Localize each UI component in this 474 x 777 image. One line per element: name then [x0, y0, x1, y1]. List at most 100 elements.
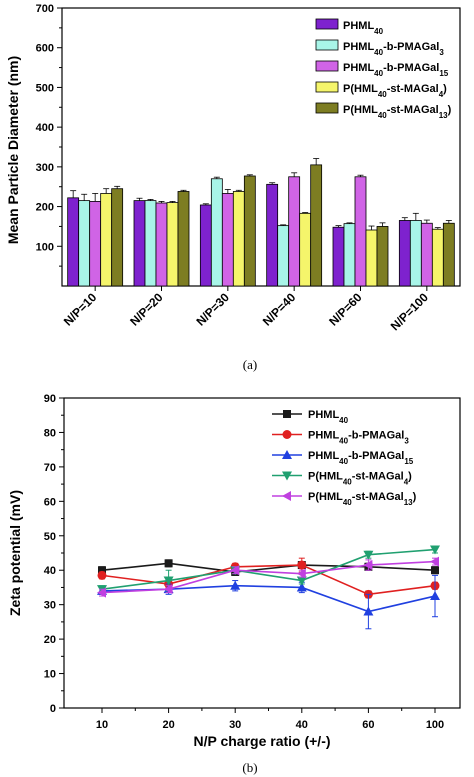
legend-b: PHML40 PHML40-b-PMAGal3 PHML40-b-PMAGal15 P…	[272, 409, 417, 507]
data-point	[430, 545, 440, 555]
data-point	[230, 580, 241, 590]
bar	[277, 225, 290, 287]
bar	[288, 176, 301, 287]
bar	[67, 197, 80, 287]
series-line	[101, 560, 436, 594]
y-tick-label-b: 70	[44, 462, 56, 474]
data-point	[431, 566, 439, 575]
bar	[343, 223, 356, 287]
bar	[199, 204, 212, 287]
x-tick-label-a: N/P=20	[127, 290, 166, 329]
y-axis-label-b: Zeta potential (mV)	[7, 490, 23, 616]
bar	[442, 222, 455, 287]
y-tick-label-a: 500	[36, 82, 54, 94]
x-tick-label-b: 20	[162, 719, 174, 731]
legend-swatch-a	[315, 81, 339, 93]
legend-label-a: PHML40-b-PMAGal3	[343, 41, 444, 57]
legend-label-a: P(HML40-st-MAGal4)	[343, 83, 447, 99]
y-tick-label-b: 10	[44, 669, 56, 681]
y-tick-label-a: 400	[36, 122, 54, 134]
data-point	[296, 582, 307, 592]
bar	[354, 176, 367, 287]
x-tick-label-b: 100	[426, 719, 444, 731]
x-tick-label-b: 60	[362, 719, 374, 731]
bar	[431, 228, 444, 287]
y-tick-label-b: 90	[44, 393, 56, 405]
x-tick-label-b: 40	[296, 719, 308, 731]
y-tick-label-b: 20	[44, 634, 56, 646]
x-tick-label-b: 30	[229, 719, 241, 731]
bar	[177, 191, 190, 287]
y-tick-label-a: 700	[36, 3, 54, 15]
x-tick-label-a: N/P=30	[194, 290, 233, 329]
bar	[299, 212, 312, 287]
data-point	[363, 550, 374, 560]
legend-swatch-a	[315, 18, 339, 30]
data-point	[297, 560, 307, 570]
bar	[144, 200, 157, 287]
legend-label-a: P(HML40-st-MAGal13)	[343, 104, 452, 120]
legend-marker-b	[282, 430, 292, 439]
bar	[133, 200, 146, 287]
y-tick-label-b: 60	[44, 496, 56, 508]
data-point	[430, 591, 440, 601]
bar	[398, 220, 411, 287]
y-tick-label-a: 200	[36, 202, 54, 214]
data-point	[163, 584, 173, 595]
bar	[166, 202, 179, 287]
x-tick-label-a: N/P=60	[326, 290, 365, 329]
legend-marker-b	[283, 410, 291, 418]
data-point	[363, 606, 374, 616]
bar	[210, 178, 223, 287]
legend-marker-b	[282, 471, 292, 481]
x-axis-label-b: N/P charge ratio (+/-)	[193, 733, 330, 749]
bar	[78, 200, 91, 287]
bar	[332, 226, 345, 287]
bar	[232, 191, 245, 287]
legend-a: PHML40 PHML40-b-PMAGal3 PHML40-b-PMAGal15 P…	[315, 18, 452, 120]
bar-chart-panel-a: 100 200 300 400 500 600 700 N/P=10 N/P=20 N/P=30…	[5, 3, 461, 372]
legend-swatch-a	[315, 60, 339, 72]
data-point	[163, 576, 174, 586]
y-tick-label-b: 0	[50, 703, 56, 715]
y-tick-label-b: 30	[44, 600, 56, 612]
legend-label-a: PHML40	[343, 20, 384, 36]
legend-swatch-a	[315, 39, 339, 51]
bar	[310, 164, 323, 287]
bar	[365, 229, 378, 287]
data-point	[98, 566, 106, 575]
data-point	[97, 587, 106, 598]
legend-swatch-a	[315, 102, 339, 114]
panel-label-a: (a)	[243, 357, 257, 372]
legend-label-b: P(HML40-st-MAGal13)	[308, 491, 417, 507]
data-point	[230, 565, 240, 576]
panel-label-b: (b)	[242, 760, 257, 775]
data-point	[164, 559, 173, 568]
x-tick-label-a: N/P=40	[260, 290, 299, 329]
data-point	[363, 560, 373, 571]
y-tick-label-b: 50	[44, 531, 56, 543]
data-point	[296, 568, 306, 579]
legend-label-b: PHML40-b-PMAGal3	[308, 430, 409, 446]
series-line	[101, 548, 436, 590]
legend-label-b: PHML40	[308, 409, 349, 425]
series-line-group	[97, 556, 439, 598]
bar	[420, 222, 433, 287]
legend-marker-b	[282, 450, 292, 459]
bar	[409, 220, 422, 287]
data-point	[296, 576, 307, 586]
legend-marker-b	[282, 491, 291, 501]
y-tick-label-a: 300	[36, 162, 54, 174]
bar	[243, 175, 256, 287]
y-tick-label-b: 40	[44, 565, 56, 577]
bar	[376, 226, 389, 287]
bar	[89, 201, 102, 287]
bar	[100, 193, 113, 287]
bar	[266, 183, 279, 287]
legend-label-a: PHML40-b-PMAGal15	[343, 62, 449, 78]
y-axis-label-a: Mean Particle Diameter (nm)	[5, 56, 21, 244]
y-tick-label-b: 80	[44, 427, 56, 439]
bar	[111, 188, 124, 287]
line-chart-panel-b: 0 10 20 30 40 50 60 70 80 90 10 20 30 40 60 100 Zeta p…	[7, 393, 461, 775]
